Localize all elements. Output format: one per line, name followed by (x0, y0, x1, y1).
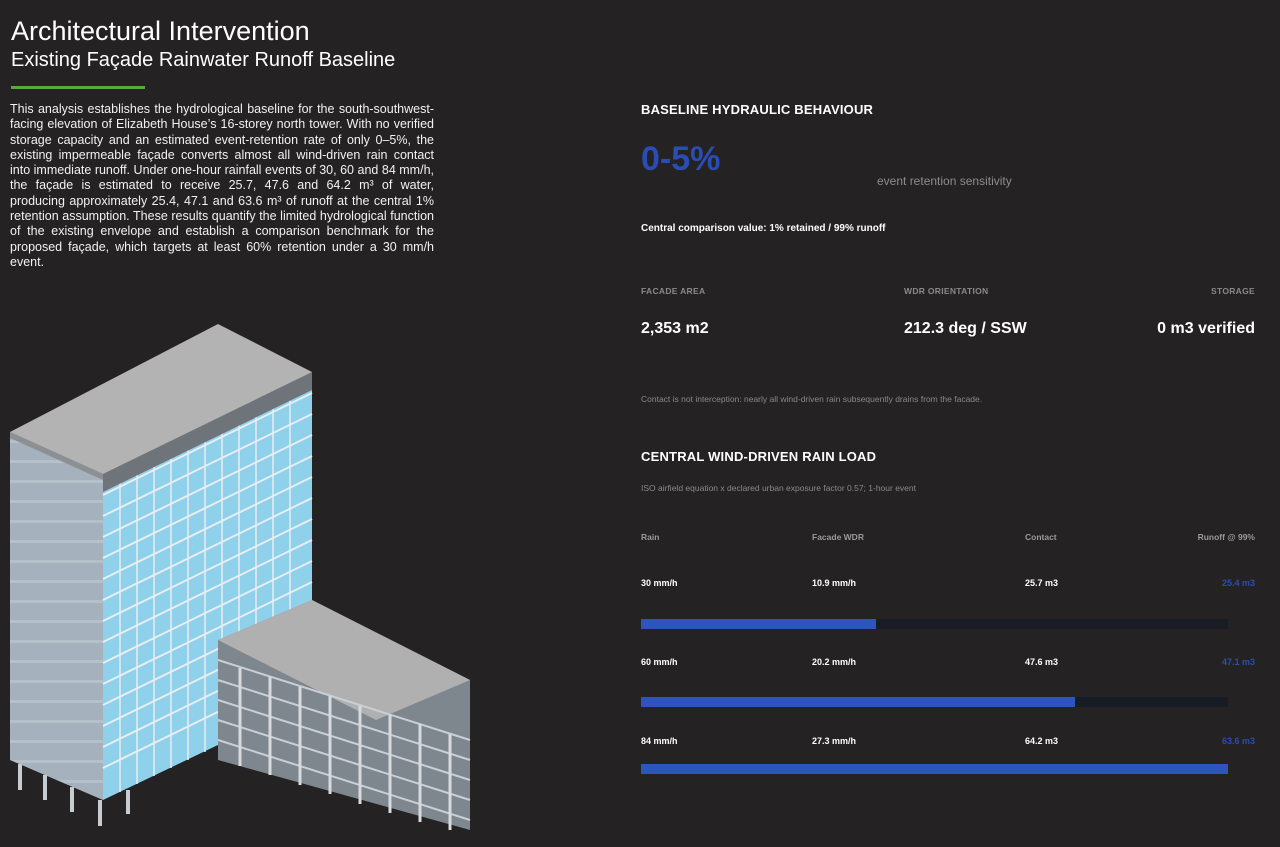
intro-paragraph: This analysis establishes the hydrologic… (10, 102, 434, 269)
row3-bar-track (641, 764, 1228, 774)
building-illustration (10, 324, 471, 830)
page-subtitle: Existing Façade Rainwater Runoff Baselin… (11, 49, 396, 71)
row3-runoff: 63.6 m3 (1221, 736, 1255, 746)
row2-bar-fill (641, 697, 1076, 707)
row2-runoff: 47.1 m3 (1221, 657, 1255, 667)
load-subheading: ISO airfield equation x declared urban e… (641, 483, 917, 493)
stat-value-storage: 0 m3 verified (1157, 320, 1255, 337)
stat-value-wdr-orientation: 212.3 deg / SSW (904, 320, 1027, 337)
central-comparison: Central comparison value: 1% retained / … (641, 223, 886, 234)
stat-label-storage: STORAGE (1211, 286, 1255, 296)
row1-bar-track (641, 619, 1228, 629)
retention-range: 0-5% (641, 140, 721, 178)
stat-value-facade-area: 2,353 m2 (641, 320, 709, 337)
row2-bar-track (641, 697, 1228, 707)
contact-note: Contact is not interception: nearly all … (641, 394, 983, 404)
page-title: Architectural Intervention (11, 16, 310, 46)
col-header-runoff: Runoff @ 99% (1197, 532, 1255, 542)
stat-label-facade-area: FACADE AREA (641, 286, 706, 296)
row3-wdr: 27.3 mm/h (812, 736, 857, 746)
load-heading: CENTRAL WIND-DRIVEN RAIN LOAD (641, 449, 877, 464)
row1-contact: 25.7 m3 (1025, 578, 1059, 588)
row1-runoff: 25.4 m3 (1221, 578, 1255, 588)
hydraulic-heading: BASELINE HYDRAULIC BEHAVIOUR (641, 102, 874, 117)
stat-label-wdr-orientation: WDR ORIENTATION (904, 286, 989, 296)
row1-bar-fill (641, 619, 876, 629)
title-underline (11, 86, 145, 89)
row1-wdr: 10.9 mm/h (812, 578, 857, 588)
row1-rain: 30 mm/h (641, 578, 678, 588)
row2-wdr: 20.2 mm/h (812, 657, 857, 667)
col-header-rain: Rain (641, 532, 660, 542)
row3-contact: 64.2 m3 (1025, 736, 1059, 746)
row2-contact: 47.6 m3 (1025, 657, 1059, 667)
row2-rain: 60 mm/h (641, 657, 678, 667)
retention-caption: event retention sensitivity (877, 174, 1012, 188)
row3-bar-fill (641, 764, 1228, 774)
col-header-contact: Contact (1025, 532, 1057, 542)
col-header-facade-wdr: Facade WDR (812, 532, 864, 542)
row3-rain: 84 mm/h (641, 736, 678, 746)
